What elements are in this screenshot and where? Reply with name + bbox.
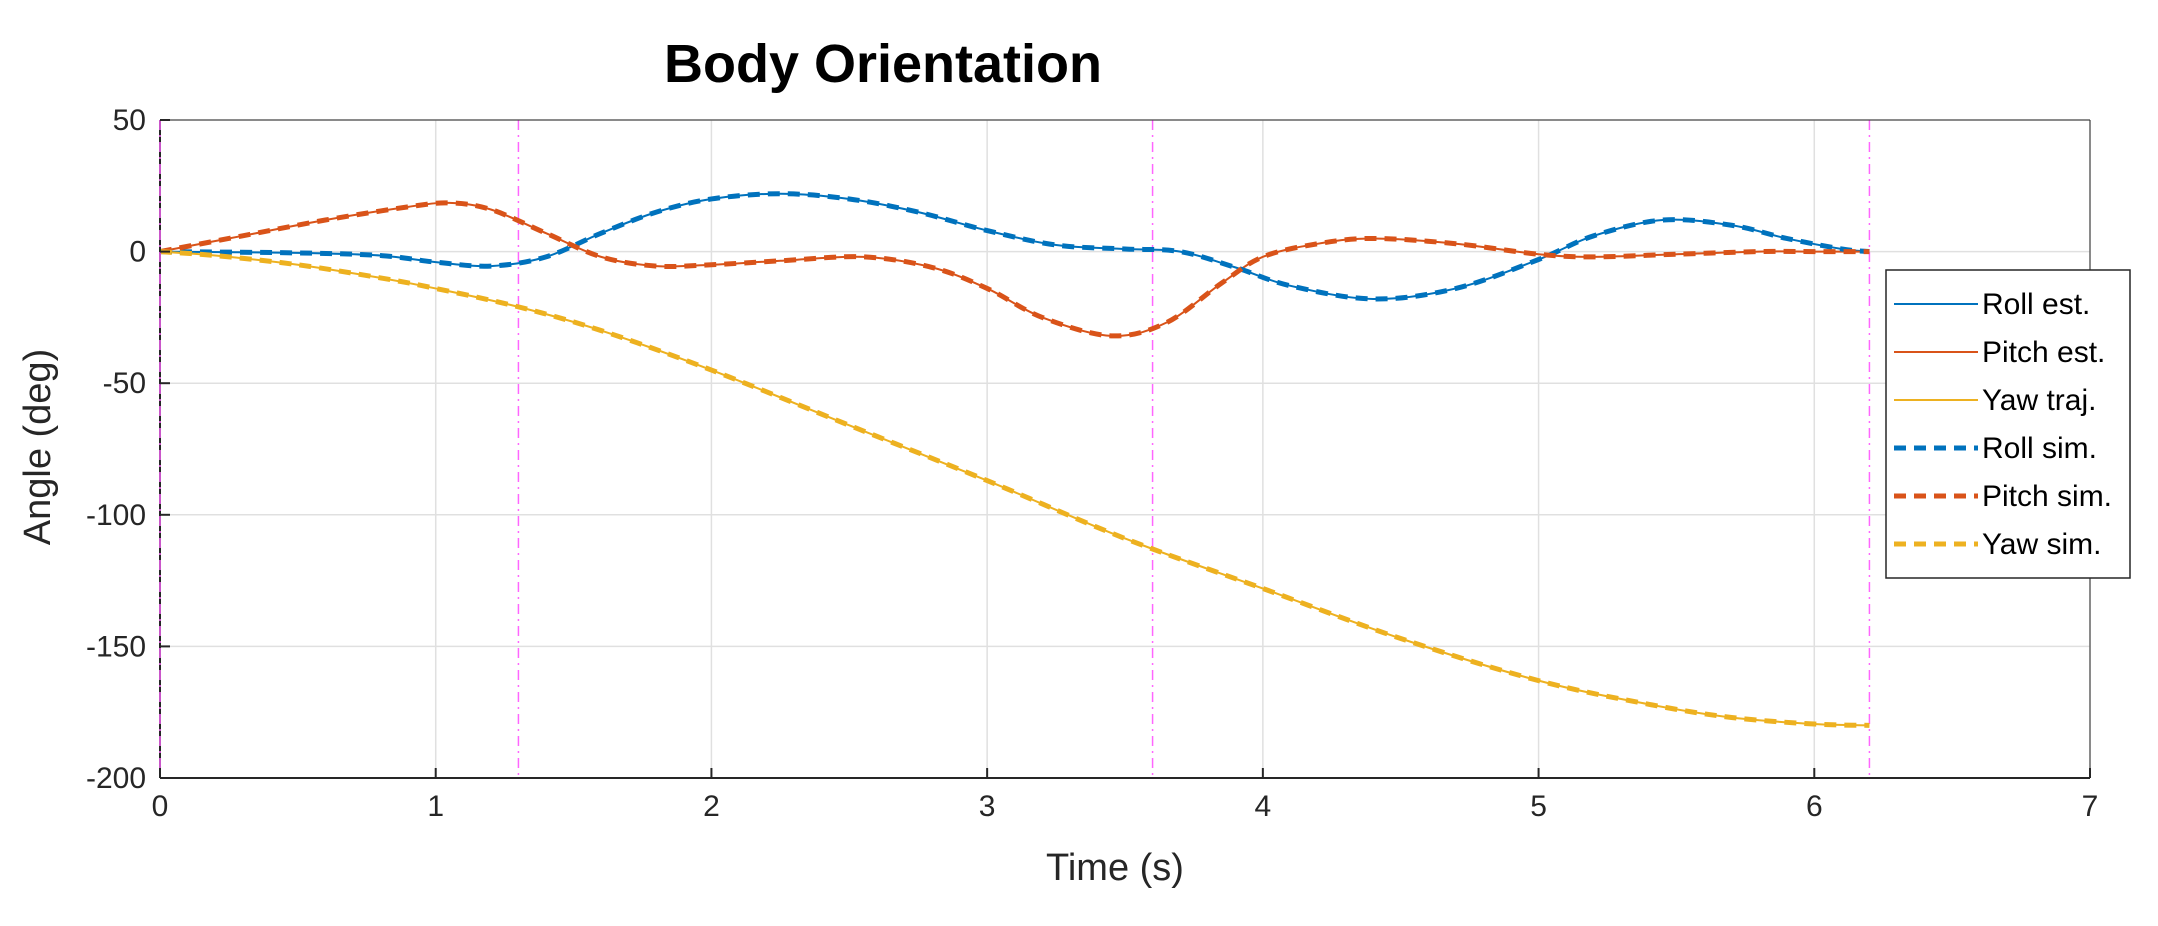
y-tick-label: -200 [86,762,146,795]
y-tick-label: 0 [129,236,146,269]
chart-title: Body Orientation [664,34,1102,94]
legend-entry: Yaw traj. [1982,384,2096,417]
legend-entry: Pitch sim. [1982,480,2112,513]
legend: Roll est. Pitch est. Yaw traj. Roll sim. Pit… [1885,269,2131,579]
x-tick-label: 3 [979,790,996,823]
axes [159,119,2091,779]
legend-entry: Roll sim. [1982,432,2097,465]
x-tick-label: 1 [427,790,444,823]
y-axis-label: Angle (deg) [17,349,59,545]
x-tick-label: 2 [703,790,720,823]
legend-entry: Yaw sim. [1982,528,2101,561]
legend-box [1885,269,2131,579]
series-line-yaw-sim [159,249,1870,728]
series-line-roll-sim [159,191,1870,302]
x-tick-label: 4 [1255,790,1272,823]
x-tick-label: 6 [1806,790,1823,823]
legend-entry: Pitch est. [1982,336,2105,369]
x-tick-label: 5 [1530,790,1547,823]
y-tick-label: 50 [113,104,146,137]
series-line-pitch-sim [159,200,1870,339]
y-tick-label: -50 [103,367,146,400]
series-group [159,191,1870,728]
legend-entry: Roll est. [1982,288,2090,321]
y-tick-label: -150 [86,630,146,663]
y-tick-label: -100 [86,499,146,532]
tick-labels: 0 1 2 3 4 5 6 7 -200 -150 -100 -50 0 50 [86,104,2098,823]
x-axis-label: Time (s) [1046,847,1184,889]
x-tick-label: 0 [152,790,169,823]
x-tick-label: 7 [2082,790,2099,823]
